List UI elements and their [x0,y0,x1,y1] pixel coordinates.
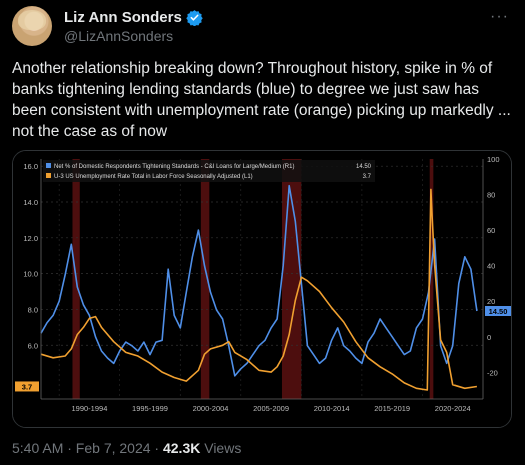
left-axis-tick-label: 12.0 [23,234,38,243]
x-axis-tick-label: 1990-1994 [72,404,108,413]
legend-swatch [46,163,51,168]
chart-svg: 16.0 14.0 12.0 10.0 8.0 6.0 100 80 60 40 20 0 -20 199… [13,151,511,427]
recession-band [429,159,434,399]
right-axis-tick-label: 80 [487,191,495,200]
x-axis-tick-label: 1995-1999 [132,404,168,413]
author-handle[interactable]: @LizAnnSonders [64,28,174,44]
views-count: 42.3K [162,440,201,456]
legend-value: 3.7 [363,174,372,180]
avatar[interactable] [12,6,52,46]
left-current-value-label: 3.7 [22,382,32,391]
right-current-value-label: 14.50 [489,307,508,316]
recession-band [200,159,210,399]
right-axis-tick-label: 20 [487,297,495,306]
left-axis-tick-label: 6.0 [28,341,38,350]
x-axis-tick-label: 2015-2019 [374,404,410,413]
left-axis-tick-label: 14.0 [23,198,38,207]
right-axis-tick-label: 40 [487,262,495,271]
legend-label: U-3 US Unemployment Rate Total in Labor … [54,174,253,180]
x-axis-tick-label: 2010-2014 [314,404,350,413]
legend-value: 14.50 [356,164,372,170]
recession-band [281,159,302,399]
legend-swatch [46,173,51,178]
right-axis-tick-label: 100 [487,155,500,164]
chart-image[interactable]: 16.0 14.0 12.0 10.0 8.0 6.0 100 80 60 40 20 0 -20 199… [12,150,512,428]
left-axis-tick-label: 16.0 [23,162,38,171]
right-axis-tick-label: -20 [487,368,498,377]
x-axis-tick-label: 2000-2004 [193,404,229,413]
author-name[interactable]: Liz Ann Sonders [64,9,182,26]
tweet-footer: 5:40 AM · Feb 7, 2024 · 42.3K Views [12,440,241,456]
right-axis-tick-label: 60 [487,226,495,235]
x-axis-tick-label: 2020-2024 [435,404,471,413]
series-line-tightening-standards [40,184,478,377]
author-name-row: Liz Ann Sonders [64,9,203,26]
legend-label: Net % of Domestic Respondents Tightening… [54,164,294,170]
x-axis-tick-label: 2005-2009 [253,404,289,413]
left-axis-tick-label: 8.0 [28,305,38,314]
right-axis-tick-label: 0 [487,333,491,342]
tweet-text: Another relationship breaking down? Thro… [12,60,511,140]
legend-box [43,160,375,182]
left-axis-tick-label: 10.0 [23,270,38,279]
more-options-icon[interactable]: ··· [490,8,509,25]
series-line-unemployment-rate [40,188,478,391]
verified-badge-icon [186,10,203,26]
timestamp[interactable]: 5:40 AM · Feb 7, 2024 · [12,440,163,456]
left-current-value-box [15,381,39,392]
right-current-value-box [485,306,511,316]
views-label: Views [200,440,242,456]
tweet-header: Liz Ann Sonders @LizAnnSonders ··· [12,6,513,46]
